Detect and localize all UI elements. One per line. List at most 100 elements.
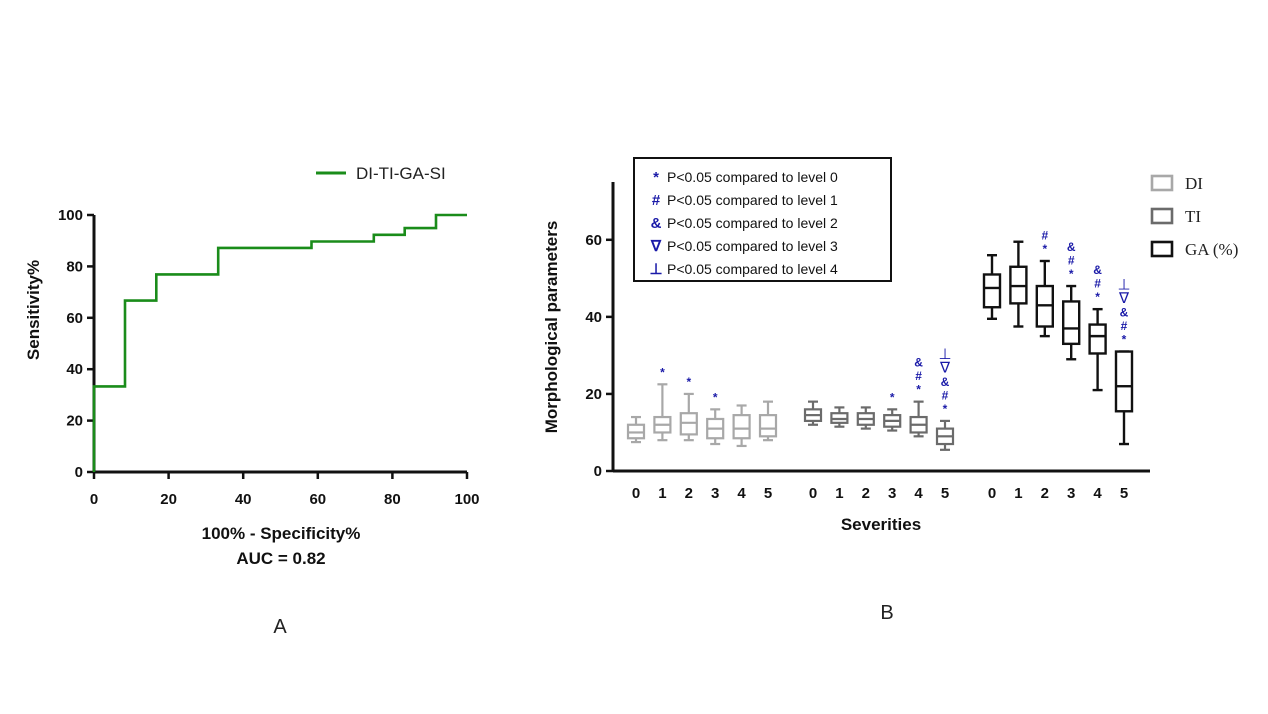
significance-legend-text: P<0.05 compared to level 3 [667,238,838,254]
significance-legend-symbol: ∇ [650,238,662,255]
roc-legend: DI-TI-GA-SI [316,164,446,183]
boxplot-x-tick-label: 5 [941,485,949,502]
boxplot-x-tick-label: 1 [658,485,666,502]
roc-y-tick-label: 0 [75,464,83,481]
roc-x-tick-label: 40 [235,491,252,508]
roc-auc-annotation: AUC = 0.82 [236,549,325,568]
boxplot-x-tick-label: 5 [1120,485,1128,502]
box-iqr-rect [1114,350,1134,413]
box-significance-mark: * [1069,267,1074,281]
roc-y-tick-label: 60 [66,310,83,327]
box-significance-mark: * [1042,242,1047,256]
roc-y-axis-title: Sensitivity% [24,260,43,360]
roc-y-tick-label: 100 [58,207,83,224]
series-legend-swatch [1150,207,1174,225]
roc-y-tick-label: 20 [66,413,83,430]
box-iqr-rect [732,414,751,440]
box-significance-mark: # [942,388,949,402]
boxplot-y-tick-label: 20 [585,386,602,403]
box-iqr-rect [1088,323,1107,355]
box-significance-mark: # [1041,228,1048,242]
roc-x-tick-label: 20 [160,491,177,508]
significance-legend-text: P<0.05 compared to level 1 [667,192,838,208]
boxplot-y-tick-label: 0 [594,463,602,480]
boxplot-x-tick-label: 3 [1067,485,1075,502]
box-significance-mark: * [660,365,665,379]
box-significance-mark: & [914,356,923,370]
box-significance-mark: ∇ [1118,290,1130,307]
box-significance-mark: ∇ [939,359,951,376]
series-legend-label: GA (%) [1185,240,1238,259]
boxplot-y-axis-title: Morphological parameters [542,221,561,434]
boxplot-x-tick-label: 0 [632,485,640,502]
series-legend: DI TI GA (%) [1150,174,1238,259]
significance-legend-symbol: & [651,215,662,232]
boxplot-x-tick-label: 3 [711,485,719,502]
box-significance-mark: & [1093,263,1102,277]
roc-x-axis-title: 100% - Specificity% [202,524,361,543]
box-significance-mark: ⊥ [1117,277,1130,294]
box-group-ga: 0 1*#2*#&3*#&4*#&∇⊥5 [982,228,1134,502]
box-significance-mark: & [1120,306,1129,320]
box-significance-mark: * [686,375,691,389]
box-significance-mark: # [915,369,922,383]
significance-legend-text: P<0.05 compared to level 0 [667,169,838,185]
panel-label-a: A [273,616,287,638]
box-iqr-rect [1061,300,1081,346]
boxplot-axes: 0 20 40 60 [585,182,1150,480]
box-significance-mark: * [943,402,948,416]
box-significance-mark: * [1122,333,1127,347]
significance-legend-frame [633,157,892,282]
boxplot-x-tick-label: 2 [1041,485,1049,502]
boxplot-x-tick-label: 4 [1093,485,1102,502]
roc-chart: 0 20 40 60 80 100 0 20 40 60 80 100 DI-TI-GA-SI 100… [24,164,480,638]
box-significance-mark: # [1121,319,1128,333]
roc-x-tick-label: 100 [454,491,479,508]
boxplot-x-tick-label: 0 [988,485,996,502]
box-significance-mark: & [941,375,950,389]
box-significance-mark: * [890,390,895,404]
significance-legend: * P<0.05 compared to level 0 # P<0.05 compa… [633,157,892,282]
boxplot-y-tick-label: 60 [585,232,602,249]
panel-label-b: B [880,602,893,624]
boxplot-x-tick-label: 1 [835,485,843,502]
boxplot-x-tick-label: 2 [685,485,693,502]
significance-legend-text: P<0.05 compared to level 2 [667,215,838,231]
box-significance-mark: * [916,383,921,397]
roc-y-tick-label: 80 [66,258,83,275]
box-significance-mark: # [1068,254,1075,268]
significance-legend-symbol: # [652,192,661,209]
box-group-ti: 0 1 2*3*#&4*#&∇⊥5 [803,346,955,502]
boxplot-x-tick-label: 3 [888,485,896,502]
boxplot-boxes: 0*1*2*3 4 5 0 1 2*3*#&4*#&∇⊥5 0 1*#2*#&3*#&4*#&… [626,228,1134,502]
box-significance-mark: # [1094,277,1101,291]
roc-x-tick-label: 0 [90,491,98,508]
roc-x-tick-label: 60 [309,491,326,508]
boxplot-x-tick-label: 1 [1014,485,1022,502]
significance-legend-text: P<0.05 compared to level 4 [667,261,838,277]
series-legend-swatch [1150,174,1174,192]
box-significance-mark: * [713,390,718,404]
boxplot-y-tick-label: 40 [585,309,602,326]
box-iqr-rect [982,273,1002,309]
box-significance-mark: ⊥ [938,346,951,363]
boxplot-x-tick-label: 2 [862,485,870,502]
series-legend-label: DI [1185,174,1203,193]
roc-axes: 0 20 40 60 80 100 0 20 40 60 80 100 [58,207,480,508]
box-group-di: 0 * 1 * 2 * 3 4 5 [626,365,778,502]
boxplot-x-tick-label: 4 [737,485,746,502]
significance-legend-symbol: ⊥ [649,261,662,278]
series-legend-swatch [1150,240,1174,258]
box-significance-mark: * [1095,290,1100,304]
roc-legend-label: DI-TI-GA-SI [356,164,446,183]
series-legend-label: TI [1185,207,1201,226]
roc-x-tick-label: 80 [384,491,401,508]
boxplot-x-tick-label: 4 [914,485,923,502]
roc-y-tick-label: 40 [66,361,83,378]
box-iqr-rect [758,414,778,438]
box-significance-mark: & [1067,240,1076,254]
roc-curve-line [92,213,467,472]
significance-legend-symbol: * [653,169,659,186]
